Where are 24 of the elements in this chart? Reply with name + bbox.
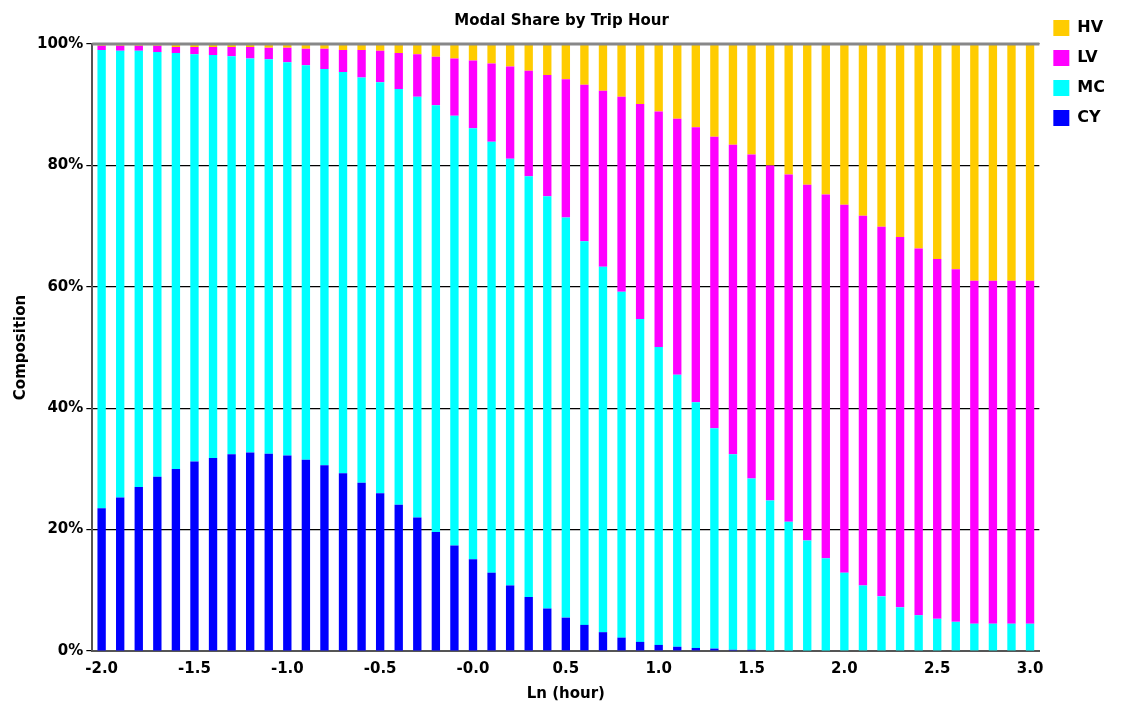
legend-label: MC bbox=[1077, 77, 1106, 97]
x-tick-label: -0.0 bbox=[456, 658, 490, 677]
y-tick-label: 80% bbox=[47, 155, 84, 174]
chart-title: Modal Share by Trip Hour bbox=[454, 10, 670, 29]
x-tick-label: -1.0 bbox=[270, 658, 304, 677]
y-tick-label: 20% bbox=[47, 519, 84, 538]
y-tick-label: 0% bbox=[57, 640, 84, 659]
y-tick-label: 60% bbox=[47, 276, 84, 295]
x-tick-label: 3.0 bbox=[1016, 658, 1044, 677]
x-tick-label: 2.5 bbox=[923, 658, 951, 677]
x-tick-label: -1.5 bbox=[178, 658, 211, 677]
legend-label: LV bbox=[1077, 47, 1099, 67]
legend-label: CY bbox=[1077, 107, 1102, 127]
x-tick-label: 0.5 bbox=[552, 658, 580, 677]
legend-label: HV bbox=[1077, 17, 1104, 37]
x-tick-label: 1.5 bbox=[738, 658, 765, 677]
x-tick-label: 1.0 bbox=[645, 658, 672, 677]
x-tick-label: -2.0 bbox=[85, 658, 119, 677]
x-tick-label: -0.5 bbox=[363, 658, 397, 677]
y-tick-label: 40% bbox=[47, 398, 84, 417]
y-tick-label: 100% bbox=[37, 33, 84, 52]
x-axis-title: Ln (hour) bbox=[526, 683, 605, 702]
y-axis-title: Composition bbox=[10, 294, 29, 401]
x-tick-label: 2.0 bbox=[831, 658, 858, 677]
